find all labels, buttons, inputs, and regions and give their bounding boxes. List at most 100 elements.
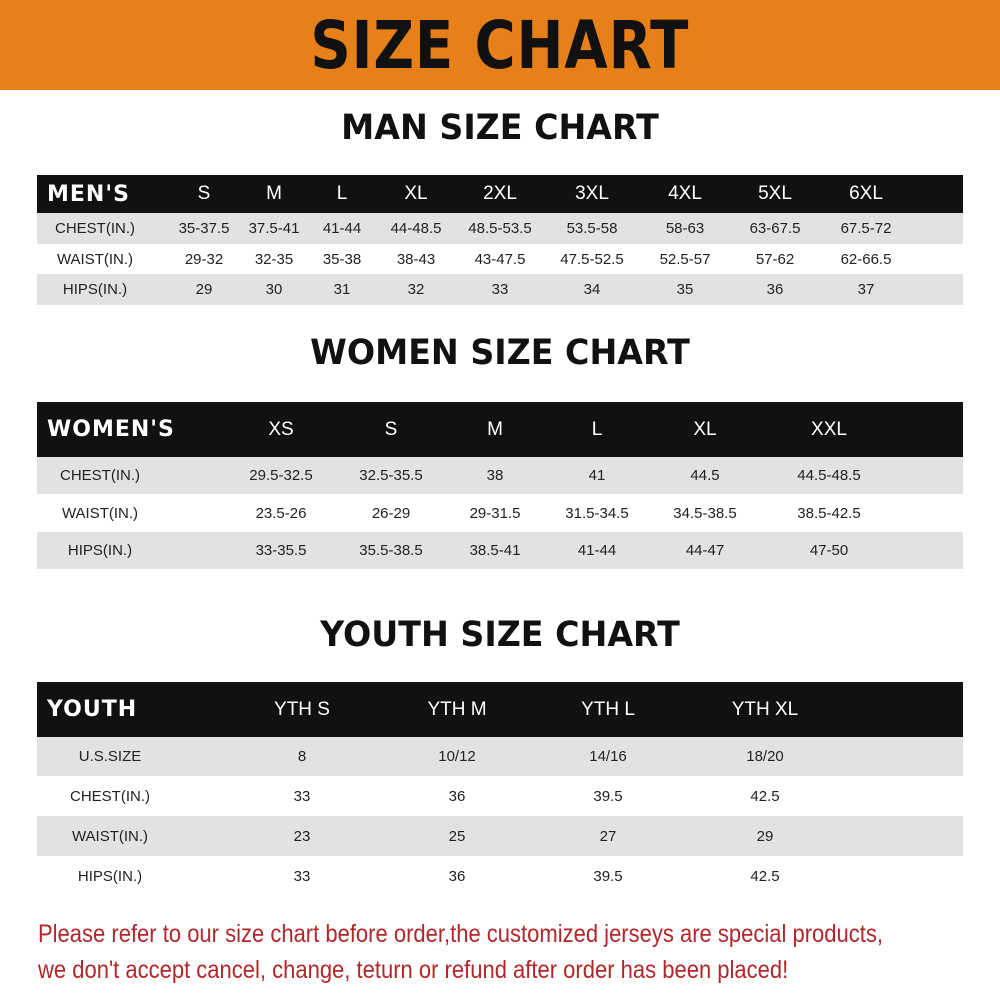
size-header: YTH S <box>274 698 330 720</box>
measurement-cell: 35-37.5 <box>178 220 230 237</box>
table-header-label: YOUTH <box>47 697 138 722</box>
measurement-cell: 41-44 <box>322 220 362 237</box>
measurement-cell: 41 <box>588 467 606 484</box>
measurement-cell: 57-62 <box>755 250 795 268</box>
measurement-cell: 38-43 <box>396 250 436 268</box>
measurement-cell: 31.5-34.5 <box>565 504 629 522</box>
measurement-cell: 33 <box>293 787 311 805</box>
table-row: WAIST(IN.) 29-32 32-35 35-38 38-43 43-47.5 47.… <box>37 244 963 274</box>
row-label: WAIST(IN.) <box>56 250 134 268</box>
measurement-cell: 32.5-35.5 <box>359 467 423 484</box>
size-header: XL <box>693 418 717 440</box>
table-header-row: MEN'S S M L XL 2XL 3XL 4XL 5XL 6XL <box>37 175 963 213</box>
size-header: YTH M <box>427 698 487 720</box>
measurement-cell: 39.5 <box>593 867 623 885</box>
size-header: 5XL <box>758 183 792 204</box>
measurement-cell: 35-38 <box>322 250 362 268</box>
size-header: XL <box>404 183 428 204</box>
table-header-row: YOUTH YTH S YTH M YTH L YTH XL <box>37 682 963 737</box>
measurement-cell: 29-32 <box>184 250 224 268</box>
measurement-cell: 37 <box>857 281 875 298</box>
measurement-cell: 10/12 <box>438 748 476 765</box>
measurement-cell: 14/16 <box>589 748 627 765</box>
table-row: CHEST(IN.) 29.5-32.5 32.5-35.5 38 41 44.5 44.5… <box>37 457 963 494</box>
measurement-cell: 26-29 <box>371 504 411 522</box>
size-header: 3XL <box>575 183 609 204</box>
table-header-label: MEN'S <box>47 181 130 207</box>
table-row: WAIST(IN.) 23 25 27 29 <box>37 816 963 856</box>
notice-line-1: Please refer to our size chart before or… <box>38 920 883 948</box>
measurement-cell: 63-67.5 <box>749 220 801 237</box>
measurement-cell: 29.5-32.5 <box>249 467 313 484</box>
men-title: MAN SIZE CHART <box>341 108 659 148</box>
size-header: L <box>591 418 603 440</box>
size-header: 6XL <box>849 183 883 204</box>
measurement-cell: 29 <box>195 281 213 298</box>
table-row: CHEST(IN.) 33 36 39.5 42.5 <box>37 776 963 816</box>
measurement-cell: 48.5-53.5 <box>468 220 532 237</box>
measurement-cell: 44-48.5 <box>390 220 442 237</box>
measurement-cell: 67.5-72 <box>840 220 892 237</box>
measurement-cell: 34 <box>583 281 601 298</box>
measurement-cell: 34.5-38.5 <box>673 504 737 522</box>
measurement-cell: 29-31.5 <box>469 504 521 522</box>
measurement-cell: 62-66.5 <box>840 250 892 268</box>
table-row: HIPS(IN.) 33 36 39.5 42.5 <box>37 856 963 896</box>
measurement-cell: 30 <box>265 281 283 298</box>
measurement-cell: 35.5-38.5 <box>359 542 423 559</box>
banner-title: SIZE CHART <box>310 6 690 84</box>
row-label: CHEST(IN.) <box>55 220 135 237</box>
table-row: WAIST(IN.) 23.5-26 26-29 29-31.5 31.5-34.5 34… <box>37 494 963 532</box>
size-header: YTH XL <box>731 698 799 720</box>
measurement-cell: 53.5-58 <box>566 220 618 237</box>
table-header-row: WOMEN'S XS S M L XL XXL <box>37 402 963 457</box>
row-label: WAIST(IN.) <box>61 504 139 522</box>
measurement-cell: 33-35.5 <box>255 542 307 559</box>
youth-title: YOUTH SIZE CHART <box>320 615 680 655</box>
size-header: 2XL <box>483 183 517 204</box>
row-label: HIPS(IN.) <box>62 281 128 298</box>
table-row: U.S.SIZE 8 10/12 14/16 18/20 <box>37 737 963 776</box>
measurement-cell: 23 <box>293 827 311 845</box>
measurement-cell: 42.5 <box>750 787 780 805</box>
size-chart-banner: SIZE CHART <box>0 0 1000 90</box>
measurement-cell: 41-44 <box>577 542 617 559</box>
row-label: CHEST(IN.) <box>70 787 150 805</box>
measurement-cell: 32-35 <box>254 250 294 268</box>
table-row: CHEST(IN.) 35-37.5 37.5-41 41-44 44-48.5 48.5… <box>37 213 963 244</box>
table-row: HIPS(IN.) 33-35.5 35.5-38.5 38.5-41 41-44 44-… <box>37 532 963 569</box>
measurement-cell: 38.5-42.5 <box>797 504 861 522</box>
measurement-cell: 47-50 <box>809 542 849 559</box>
size-header: M <box>266 183 282 204</box>
measurement-cell: 44.5 <box>690 467 720 484</box>
size-header: M <box>487 418 503 440</box>
measurement-cell: 52.5-57 <box>659 250 711 268</box>
measurement-cell: 44.5-48.5 <box>797 467 861 484</box>
measurement-cell: 27 <box>599 827 617 845</box>
measurement-cell: 25 <box>448 827 466 845</box>
measurement-cell: 38 <box>486 467 504 484</box>
row-label: U.S.SIZE <box>78 748 142 765</box>
measurement-cell: 32 <box>407 281 425 298</box>
men-size-table: MEN'S S M L XL 2XL 3XL 4XL 5XL 6XL CHEST(IN.) 35-37… <box>37 175 963 305</box>
measurement-cell: 8 <box>297 748 307 765</box>
measurement-cell: 37.5-41 <box>248 220 300 237</box>
size-header: XXL <box>811 418 847 440</box>
measurement-cell: 36 <box>766 281 784 298</box>
measurement-cell: 36 <box>448 867 466 885</box>
women-size-table: WOMEN'S XS S M L XL XXL CHEST(IN.) 29.5-32.5 32.5… <box>37 402 963 569</box>
measurement-cell: 18/20 <box>746 748 784 765</box>
measurement-cell: 33 <box>491 281 509 298</box>
measurement-cell: 47.5-52.5 <box>560 250 624 268</box>
table-header-label: WOMEN'S <box>47 417 175 442</box>
measurement-cell: 44-47 <box>685 542 725 559</box>
measurement-cell: 31 <box>333 281 351 298</box>
row-label: WAIST(IN.) <box>71 827 149 845</box>
measurement-cell: 29 <box>756 827 774 845</box>
measurement-cell: 35 <box>676 281 694 298</box>
row-label: CHEST(IN.) <box>60 467 140 484</box>
measurement-cell: 23.5-26 <box>255 504 307 522</box>
size-header: S <box>384 418 398 440</box>
size-header: 4XL <box>668 183 702 204</box>
measurement-cell: 36 <box>448 787 466 805</box>
